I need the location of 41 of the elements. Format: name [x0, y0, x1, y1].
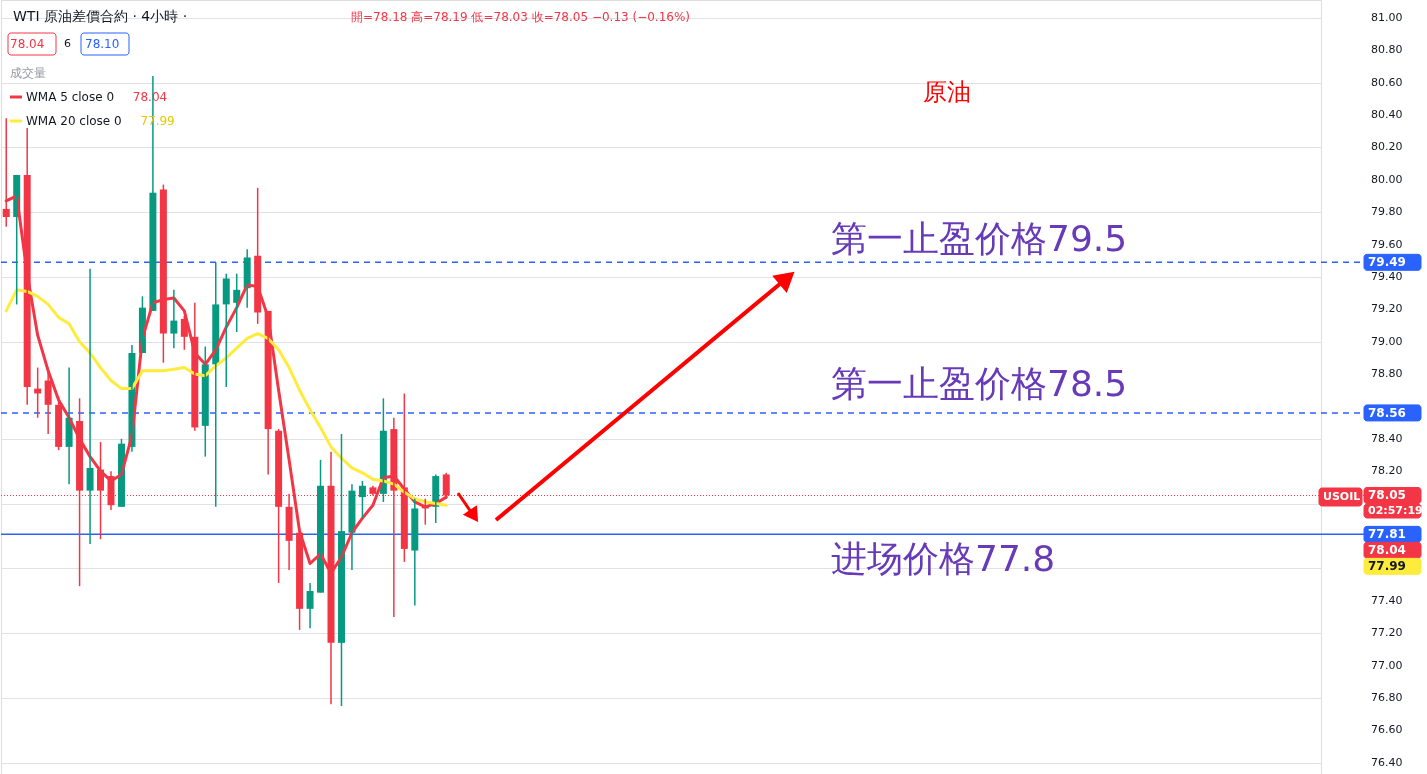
- annotation: 78.10: [85, 37, 120, 51]
- y-tick-label: 78.80: [1371, 367, 1403, 381]
- y-tick-label: 76.80: [1371, 690, 1403, 704]
- annotation: 成交量: [10, 66, 46, 80]
- text: 77.99: [1368, 559, 1406, 574]
- text: 78.04: [1368, 543, 1406, 558]
- annotation: 原油: [923, 78, 971, 106]
- legend-label: WMA 20 close 0: [26, 114, 122, 128]
- y-tick-label: 79.60: [1371, 237, 1403, 251]
- ref-line-label: 77.81: [1368, 527, 1406, 542]
- annotation: 78.04: [10, 37, 45, 51]
- annotation: 第一止盈价格78.5: [831, 363, 1128, 404]
- ref-line-label: 78.56: [1368, 405, 1406, 420]
- y-tick-label: 77.20: [1371, 626, 1403, 640]
- ref-line-label: 78.05: [1368, 488, 1406, 503]
- text: 開=78.18 高=78.19 低=78.03 收=78.05 −0.13 (−0.16%): [351, 10, 691, 24]
- y-tick-label: 78.20: [1371, 464, 1403, 478]
- y-tick-label: 76.40: [1371, 755, 1403, 769]
- y-tick-label: 77.00: [1371, 658, 1403, 672]
- legend-label: WMA 5 close 0: [26, 90, 115, 104]
- y-tick-label: 80.80: [1371, 43, 1403, 57]
- y-tick-label: 79.20: [1371, 302, 1403, 316]
- line-series: [4, 288, 448, 507]
- y-tick-label: 80.40: [1371, 107, 1403, 121]
- y-tick-label: 79.00: [1371, 334, 1403, 348]
- annotation: 第一止盈价格79.5: [831, 218, 1128, 259]
- y-tick-label: 80.00: [1371, 172, 1403, 186]
- y-tick-label: 80.60: [1371, 75, 1403, 89]
- y-tick-label: 77.40: [1371, 593, 1403, 607]
- y-tick-label: 78.40: [1371, 431, 1403, 445]
- annotation: 进场价格77.8: [831, 538, 1056, 579]
- text: USOIL: [1323, 490, 1361, 503]
- y-tick-label: 76.60: [1371, 723, 1403, 737]
- text: WTI 原油差價合約 · 4小時 ·: [13, 8, 188, 24]
- y-tick-label: 79.80: [1371, 205, 1403, 219]
- y-tick-label: 81.00: [1371, 10, 1403, 24]
- y-tick-label: 80.20: [1371, 140, 1403, 154]
- text: 02:57:19: [1368, 504, 1423, 517]
- annotation: 6: [64, 37, 71, 50]
- ref-line-label: 79.49: [1368, 255, 1406, 270]
- y-tick-label: 79.40: [1371, 269, 1403, 283]
